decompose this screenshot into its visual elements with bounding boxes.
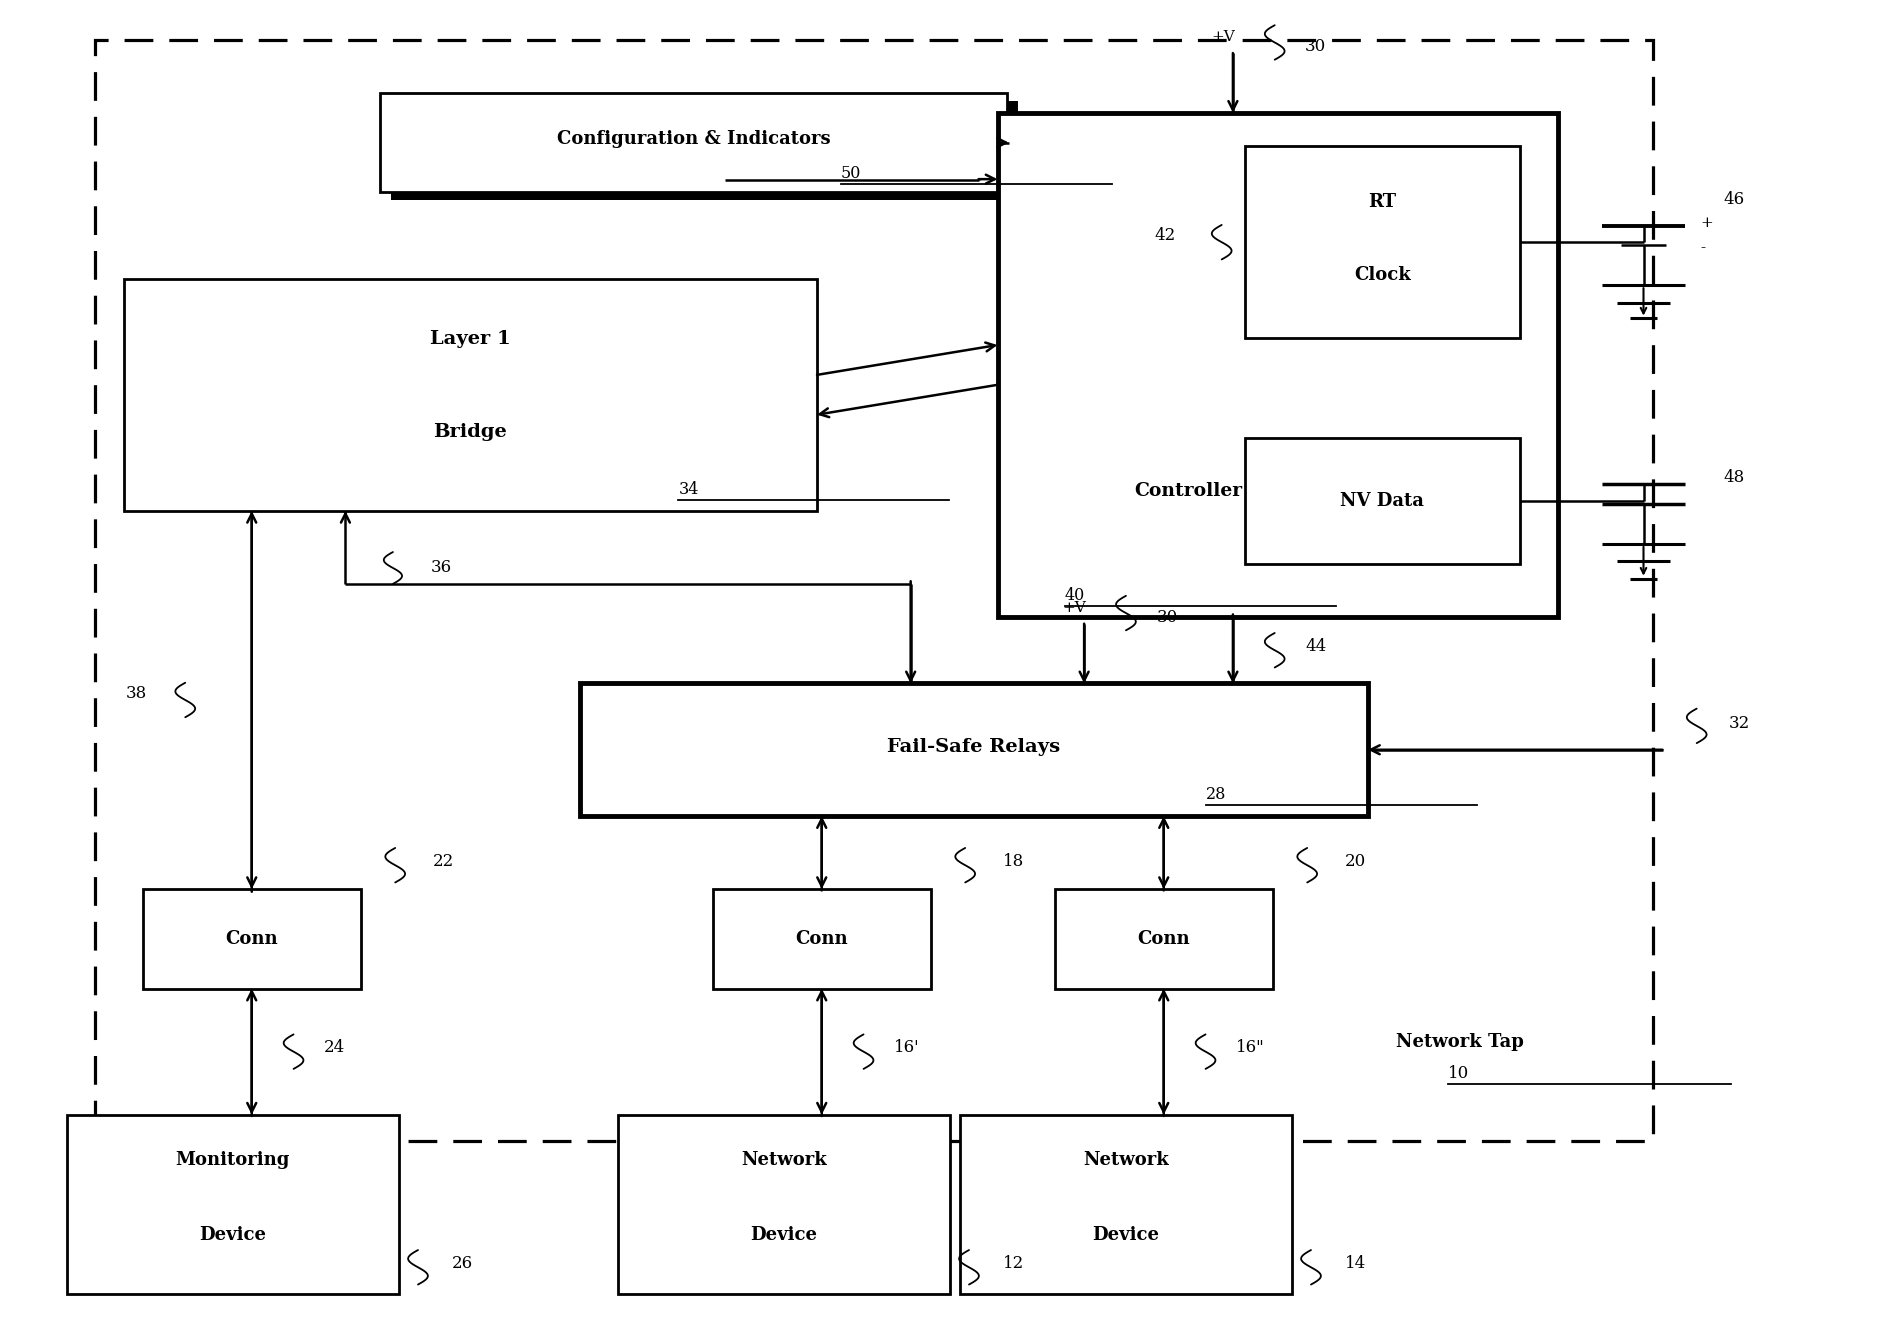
Text: Fail-Safe Relays: Fail-Safe Relays <box>887 738 1060 756</box>
Text: 30: 30 <box>1157 609 1178 625</box>
Text: 44: 44 <box>1305 638 1326 654</box>
Bar <box>618 1115 950 1294</box>
Text: Conn: Conn <box>1138 930 1189 947</box>
Text: Device: Device <box>1092 1226 1159 1243</box>
Text: 22: 22 <box>433 853 454 869</box>
Text: Conn: Conn <box>796 930 847 947</box>
Text: Network: Network <box>1083 1152 1168 1169</box>
Text: 46: 46 <box>1723 191 1744 207</box>
Text: Network Tap: Network Tap <box>1396 1032 1524 1051</box>
Bar <box>580 683 1368 816</box>
Bar <box>712 889 931 989</box>
Text: Bridge: Bridge <box>433 423 507 441</box>
Text: Configuration & Indicators: Configuration & Indicators <box>557 130 830 147</box>
Text: 48: 48 <box>1723 470 1744 486</box>
Text: 12: 12 <box>1003 1255 1024 1271</box>
Bar <box>391 101 1018 200</box>
Text: -: - <box>1700 242 1706 255</box>
Text: +: + <box>1700 216 1714 230</box>
Text: 26: 26 <box>452 1255 473 1271</box>
Text: 34: 34 <box>678 480 699 498</box>
Text: 36: 36 <box>431 560 452 576</box>
Bar <box>960 1115 1292 1294</box>
Bar <box>142 889 361 989</box>
Text: 50: 50 <box>842 165 861 182</box>
Text: 40: 40 <box>1064 587 1085 604</box>
Text: 42: 42 <box>1155 227 1176 244</box>
Bar <box>1244 146 1520 338</box>
Text: 16": 16" <box>1235 1039 1265 1056</box>
Text: RT: RT <box>1368 194 1396 211</box>
Bar <box>66 1115 399 1294</box>
Bar <box>380 93 1007 192</box>
Text: 16': 16' <box>893 1039 920 1056</box>
Bar <box>124 279 817 511</box>
Text: NV Data: NV Data <box>1340 492 1425 510</box>
Text: 10: 10 <box>1448 1064 1469 1082</box>
Bar <box>95 40 1653 1141</box>
Text: Network: Network <box>741 1152 826 1169</box>
Text: Device: Device <box>750 1226 817 1243</box>
Text: +V: +V <box>1212 31 1235 44</box>
Text: Conn: Conn <box>226 930 277 947</box>
Text: 24: 24 <box>323 1039 346 1056</box>
Text: 18: 18 <box>1003 853 1024 869</box>
Text: Clock: Clock <box>1355 267 1410 284</box>
Text: Controller: Controller <box>1134 482 1243 500</box>
Bar <box>1244 438 1520 564</box>
Text: 32: 32 <box>1729 715 1750 731</box>
Text: 30: 30 <box>1305 38 1326 54</box>
Text: Layer 1: Layer 1 <box>429 330 511 348</box>
Text: 14: 14 <box>1345 1255 1366 1271</box>
Text: 20: 20 <box>1345 853 1366 869</box>
Text: 28: 28 <box>1206 786 1227 803</box>
Bar <box>1054 889 1273 989</box>
Text: Device: Device <box>200 1226 266 1243</box>
Bar <box>998 113 1558 617</box>
Text: +V: +V <box>1062 601 1087 614</box>
Text: Monitoring: Monitoring <box>175 1152 291 1169</box>
Text: 38: 38 <box>125 685 148 702</box>
